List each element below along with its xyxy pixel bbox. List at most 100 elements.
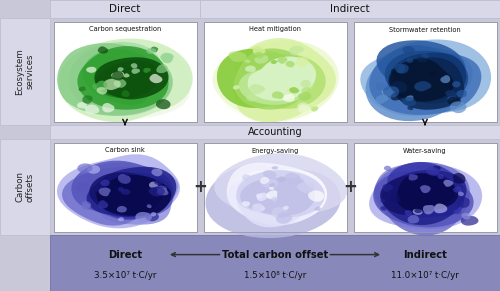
Text: Carbon sequestration: Carbon sequestration — [89, 26, 161, 33]
PathPatch shape — [278, 176, 286, 182]
PathPatch shape — [276, 214, 292, 224]
PathPatch shape — [298, 92, 312, 101]
PathPatch shape — [97, 175, 171, 216]
PathPatch shape — [156, 64, 168, 73]
PathPatch shape — [233, 85, 239, 90]
Bar — [0, 139, 50, 235]
Text: Carbon sink: Carbon sink — [105, 148, 145, 153]
PathPatch shape — [160, 53, 173, 63]
PathPatch shape — [82, 204, 91, 210]
PathPatch shape — [58, 39, 192, 122]
PathPatch shape — [236, 169, 327, 223]
PathPatch shape — [404, 210, 412, 216]
PathPatch shape — [366, 47, 472, 121]
PathPatch shape — [252, 46, 266, 55]
PathPatch shape — [246, 94, 258, 102]
PathPatch shape — [382, 170, 466, 225]
PathPatch shape — [369, 45, 482, 115]
PathPatch shape — [156, 99, 170, 109]
PathPatch shape — [244, 59, 250, 63]
PathPatch shape — [82, 201, 91, 207]
PathPatch shape — [392, 57, 464, 110]
PathPatch shape — [417, 57, 427, 62]
PathPatch shape — [380, 199, 386, 203]
PathPatch shape — [396, 64, 408, 74]
PathPatch shape — [308, 190, 324, 202]
PathPatch shape — [78, 86, 86, 91]
PathPatch shape — [458, 191, 464, 196]
Bar — [204, 22, 346, 122]
PathPatch shape — [462, 213, 471, 220]
PathPatch shape — [261, 178, 278, 188]
PathPatch shape — [375, 164, 462, 219]
PathPatch shape — [422, 53, 429, 58]
Text: Carbon
offsets: Carbon offsets — [16, 171, 34, 203]
PathPatch shape — [314, 206, 320, 211]
Bar — [50, 0, 500, 18]
PathPatch shape — [289, 46, 304, 56]
Bar — [54, 143, 197, 232]
PathPatch shape — [402, 97, 416, 107]
PathPatch shape — [112, 71, 124, 79]
Text: Total carbon offset: Total carbon offset — [222, 250, 328, 260]
PathPatch shape — [78, 46, 168, 110]
PathPatch shape — [85, 104, 100, 114]
PathPatch shape — [118, 217, 124, 221]
PathPatch shape — [86, 167, 176, 217]
PathPatch shape — [298, 104, 310, 113]
PathPatch shape — [144, 68, 151, 73]
PathPatch shape — [376, 40, 466, 100]
PathPatch shape — [130, 63, 138, 68]
Text: Water-saving: Water-saving — [403, 148, 447, 153]
PathPatch shape — [96, 191, 106, 200]
PathPatch shape — [282, 94, 294, 102]
Text: +: + — [193, 178, 207, 196]
PathPatch shape — [452, 81, 460, 88]
PathPatch shape — [87, 165, 100, 174]
PathPatch shape — [376, 83, 390, 91]
PathPatch shape — [293, 177, 304, 184]
PathPatch shape — [260, 177, 270, 184]
PathPatch shape — [150, 74, 162, 83]
PathPatch shape — [414, 81, 432, 91]
PathPatch shape — [146, 48, 156, 54]
PathPatch shape — [227, 163, 326, 221]
PathPatch shape — [76, 182, 88, 191]
PathPatch shape — [206, 164, 340, 238]
PathPatch shape — [121, 189, 130, 195]
PathPatch shape — [260, 207, 266, 210]
Bar — [354, 22, 496, 122]
PathPatch shape — [132, 68, 140, 74]
PathPatch shape — [272, 166, 278, 169]
PathPatch shape — [228, 52, 246, 62]
PathPatch shape — [212, 40, 339, 121]
PathPatch shape — [376, 95, 388, 104]
PathPatch shape — [412, 209, 422, 215]
Text: 11.0×10⁷ t·C/yr: 11.0×10⁷ t·C/yr — [391, 271, 459, 280]
PathPatch shape — [234, 54, 326, 109]
PathPatch shape — [391, 69, 400, 75]
Bar — [54, 22, 197, 122]
PathPatch shape — [70, 43, 190, 119]
PathPatch shape — [234, 48, 307, 110]
PathPatch shape — [77, 102, 87, 109]
PathPatch shape — [242, 174, 250, 181]
Text: Accounting: Accounting — [248, 127, 302, 137]
PathPatch shape — [82, 49, 160, 105]
PathPatch shape — [146, 204, 152, 208]
PathPatch shape — [455, 197, 470, 208]
Text: Ecosystem
services: Ecosystem services — [16, 48, 34, 95]
PathPatch shape — [382, 87, 395, 96]
PathPatch shape — [254, 52, 264, 58]
PathPatch shape — [373, 171, 474, 227]
Bar — [50, 125, 500, 139]
PathPatch shape — [384, 51, 468, 104]
PathPatch shape — [238, 57, 315, 105]
Bar — [354, 143, 496, 232]
Text: +: + — [343, 178, 357, 196]
PathPatch shape — [240, 178, 315, 216]
PathPatch shape — [382, 184, 394, 192]
PathPatch shape — [394, 64, 405, 73]
PathPatch shape — [82, 95, 92, 104]
PathPatch shape — [296, 57, 308, 67]
